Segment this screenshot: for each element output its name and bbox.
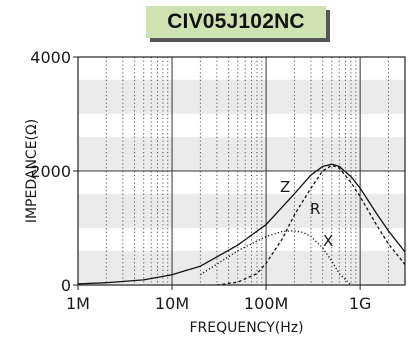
y-tick-label: 2000 bbox=[30, 162, 71, 181]
curve-label-z: Z bbox=[280, 178, 290, 196]
grid-band-1 bbox=[78, 193, 405, 228]
x-tick-label: 10M bbox=[155, 294, 189, 313]
curve-label-x: X bbox=[323, 232, 333, 250]
series-z-line bbox=[77, 163, 406, 285]
x-tick-label: 1G bbox=[349, 294, 372, 313]
chart-title: CIV05J102NC bbox=[167, 10, 305, 33]
chart-title-box: CIV05J102NC bbox=[146, 6, 326, 38]
series-x-line bbox=[200, 230, 352, 286]
x-tick-label: 1M bbox=[66, 294, 90, 313]
y-tick-label: 4000 bbox=[30, 48, 71, 67]
x-axis-label: FREQUENCY(Hz) bbox=[189, 320, 303, 336]
curve-label-r: R bbox=[310, 200, 320, 218]
grid-band-2 bbox=[78, 136, 405, 171]
y-tick-label: 0 bbox=[61, 276, 71, 295]
series-r-line bbox=[216, 164, 406, 286]
grid-band-3 bbox=[78, 79, 405, 114]
x-tick-label: 100M bbox=[244, 294, 288, 313]
y-axis-label: IMPEDANCE(Ω) bbox=[24, 119, 40, 223]
grid-band-0 bbox=[78, 250, 405, 285]
